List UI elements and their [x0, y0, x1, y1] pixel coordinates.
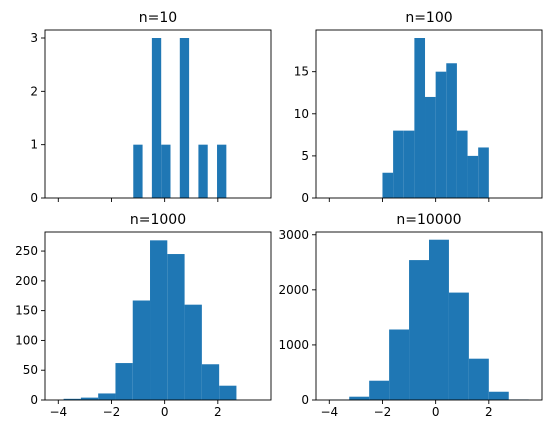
histogram-bar-1	[382, 172, 394, 198]
histogram-bar-6	[179, 38, 190, 198]
histogram-bar-5	[132, 300, 151, 400]
subplot-1: 0 1 2 3 n=10	[30, 10, 272, 205]
subplot-title: n=10	[139, 10, 177, 26]
axes-frame	[44, 29, 272, 199]
histogram-bar-1	[133, 144, 143, 198]
x-tick-label: 0	[161, 405, 169, 419]
y-tick-label: 10	[294, 107, 309, 121]
histogram-bar-3	[369, 380, 390, 400]
axes-frame	[315, 231, 543, 401]
histogram-bar-3	[403, 130, 415, 198]
x-tick-label: −2	[374, 405, 392, 419]
y-tick-label: 100	[15, 333, 38, 347]
y-tick-label: 3	[30, 31, 38, 45]
subplot-title: n=1000	[130, 212, 186, 228]
y-tick-label: 0	[30, 191, 38, 205]
x-tick-label: 2	[214, 405, 222, 419]
x-tick-label: −4	[49, 405, 67, 419]
histogram-bar-7	[167, 254, 185, 400]
histogram-bar-10	[217, 144, 227, 198]
y-tick-label: 3000	[278, 228, 309, 242]
x-tick-label: 0	[432, 405, 440, 419]
histogram-bar-6	[429, 239, 449, 400]
histogram-bar-8	[468, 358, 489, 400]
y-tick-label: 2000	[278, 283, 309, 297]
histogram-bar-9	[201, 364, 220, 400]
histogram-bar-1	[63, 398, 81, 400]
y-tick-label: 250	[15, 244, 38, 258]
histogram-bar-4	[115, 363, 133, 400]
histogram-bar-3	[98, 393, 116, 400]
histogram-bar-2	[80, 397, 99, 400]
subplot-title: n=100	[405, 10, 452, 26]
histogram-bar-6	[150, 240, 168, 400]
y-tick-label: 0	[301, 393, 309, 407]
y-tick-label: 15	[294, 65, 309, 79]
histogram-bar-8	[456, 130, 468, 198]
y-tick-label: 50	[23, 363, 38, 377]
histogram-bar-10	[219, 385, 237, 400]
x-tick-label: −4	[320, 405, 338, 419]
y-tick-label: 2	[30, 84, 38, 98]
histogram-bar-2	[393, 130, 404, 198]
histogram-bar-5	[425, 96, 436, 198]
histogram-bar-7	[446, 63, 457, 199]
y-tick-label: 0	[30, 393, 38, 407]
subplot-title: n=10000	[396, 212, 461, 228]
histogram-bar-7	[448, 292, 469, 400]
histogram-bar-9	[467, 155, 479, 198]
subplot-2: 0 5 10 15 n=100	[294, 10, 543, 205]
histogram-bar-6	[435, 71, 447, 198]
y-tick-label: 200	[15, 274, 38, 288]
x-tick-label: −2	[103, 405, 121, 419]
histogram-bar-4	[161, 144, 171, 198]
histogram-bar-2	[349, 396, 370, 400]
histogram-bar-5	[409, 260, 429, 400]
subplot-3: −4 −2 0 2 0 50 100 150 200 250 n=1000	[15, 212, 272, 419]
y-tick-label: 0	[301, 191, 309, 205]
histogram-bar-8	[198, 144, 208, 198]
histogram-bar-3	[151, 38, 162, 198]
x-tick-label: 2	[485, 405, 493, 419]
histogram-bar-4	[389, 329, 410, 400]
axes-frame	[44, 231, 272, 401]
y-tick-label: 1	[30, 138, 38, 152]
histogram-bar-9	[488, 391, 509, 400]
histogram-bar-8	[184, 304, 202, 400]
histogram-bar-10	[478, 147, 489, 198]
y-tick-label: 5	[301, 149, 309, 163]
y-tick-label: 1000	[278, 338, 309, 352]
histogram-bar-4	[414, 38, 426, 198]
subplot-4: −4 −2 0 2 0 1000 2000 3000 n=10000	[278, 212, 543, 419]
y-tick-label: 150	[15, 304, 38, 318]
